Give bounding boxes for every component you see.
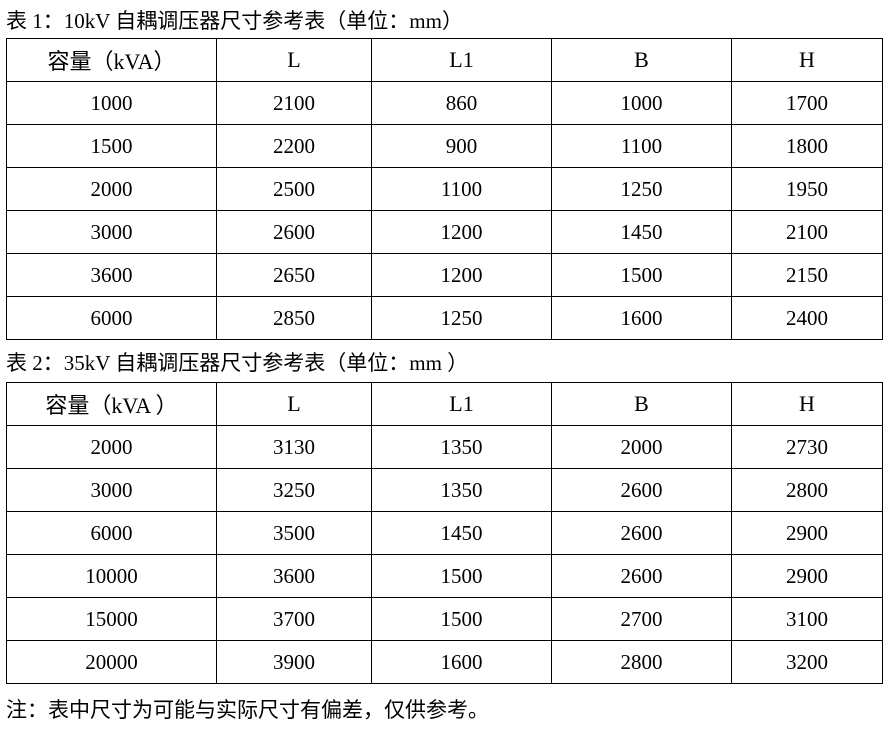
table-cell-l: 3500 [216, 511, 372, 555]
table-cell-capacity: 2000 [6, 425, 217, 469]
table-cell-h: 2900 [731, 554, 883, 598]
table-cell-l: 2850 [216, 296, 372, 340]
table-cell-capacity: 10000 [6, 554, 217, 598]
table-row: 2000 2500 1100 1250 1950 [6, 167, 883, 211]
table-cell-capacity: 1000 [6, 81, 217, 125]
table-2-caption: 表 2：35kV 自耦调压器尺寸参考表（单位：mm ） [6, 351, 469, 375]
table-1-header-l: L [216, 38, 372, 82]
table-cell-h: 1950 [731, 167, 883, 211]
table-cell-l: 3700 [216, 597, 372, 641]
table-cell-l: 2600 [216, 210, 372, 254]
table-cell-capacity: 3600 [6, 253, 217, 297]
table-cell-l1: 1350 [371, 468, 552, 512]
table-1-caption: 表 1：10kV 自耦调压器尺寸参考表（单位：mm） [6, 9, 463, 33]
table-footnote: 注：表中尺寸为可能与实际尺寸有偏差，仅供参考。 [6, 698, 489, 722]
table-cell-b: 2700 [551, 597, 732, 641]
table-cell-b: 1450 [551, 210, 732, 254]
table-cell-l1: 1500 [371, 597, 552, 641]
table-cell-l1: 1500 [371, 554, 552, 598]
table-cell-l: 2650 [216, 253, 372, 297]
table-cell-l1: 900 [371, 124, 552, 168]
table-row: 1500 2200 900 1100 1800 [6, 124, 883, 168]
table-2-body: 2000 3130 1350 2000 2730 3000 3250 1350 … [6, 425, 883, 684]
table-cell-b: 2600 [551, 468, 732, 512]
table-cell-h: 2150 [731, 253, 883, 297]
table-cell-b: 1500 [551, 253, 732, 297]
table-1-header: 容量（kVA） L L1 B H [6, 38, 883, 82]
table-cell-h: 2900 [731, 511, 883, 555]
table-cell-l: 2200 [216, 124, 372, 168]
table-row: 15000 3700 1500 2700 3100 [6, 597, 883, 641]
table-2-header-b: B [551, 382, 732, 426]
table-row: 1000 2100 860 1000 1700 [6, 81, 883, 125]
table-row: 3000 2600 1200 1450 2100 [6, 210, 883, 254]
table-cell-b: 1100 [551, 124, 732, 168]
table-cell-capacity: 15000 [6, 597, 217, 641]
table-1-dimensions: 容量（kVA） L L1 B H 1000 2100 860 1000 1700… [6, 38, 883, 340]
table-row: 6000 3500 1450 2600 2900 [6, 511, 883, 555]
table-cell-capacity: 2000 [6, 167, 217, 211]
table-cell-b: 2600 [551, 511, 732, 555]
table-cell-capacity: 20000 [6, 640, 217, 684]
table-2-header-l1: L1 [371, 382, 552, 426]
table-cell-capacity: 3000 [6, 468, 217, 512]
table-cell-l: 2100 [216, 81, 372, 125]
table-1-header-capacity: 容量（kVA） [6, 38, 217, 82]
table-cell-b: 1000 [551, 81, 732, 125]
table-header-row: 容量（kVA） L L1 B H [6, 38, 883, 82]
table-cell-l1: 1350 [371, 425, 552, 469]
table-2-header-l: L [216, 382, 372, 426]
table-2-header-h: H [731, 382, 883, 426]
table-row: 3600 2650 1200 1500 2150 [6, 253, 883, 297]
table-row: 20000 3900 1600 2800 3200 [6, 640, 883, 684]
table-cell-h: 2730 [731, 425, 883, 469]
table-cell-capacity: 6000 [6, 296, 217, 340]
table-1-header-b: B [551, 38, 732, 82]
table-cell-h: 1700 [731, 81, 883, 125]
table-cell-capacity: 3000 [6, 210, 217, 254]
table-cell-h: 2100 [731, 210, 883, 254]
table-1-header-l1: L1 [371, 38, 552, 82]
table-cell-b: 2800 [551, 640, 732, 684]
table-cell-h: 3100 [731, 597, 883, 641]
table-cell-l: 3250 [216, 468, 372, 512]
table-cell-l1: 1200 [371, 253, 552, 297]
table-2-header: 容量（kVA ） L L1 B H [6, 382, 883, 426]
table-cell-l1: 1200 [371, 210, 552, 254]
table-cell-h: 3200 [731, 640, 883, 684]
table-cell-b: 2600 [551, 554, 732, 598]
table-cell-l1: 1250 [371, 296, 552, 340]
table-cell-l: 3900 [216, 640, 372, 684]
table-cell-l: 2500 [216, 167, 372, 211]
table-2-header-capacity: 容量（kVA ） [6, 382, 217, 426]
table-row: 6000 2850 1250 1600 2400 [6, 296, 883, 340]
table-cell-capacity: 1500 [6, 124, 217, 168]
table-cell-h: 2800 [731, 468, 883, 512]
table-cell-b: 1250 [551, 167, 732, 211]
table-row: 2000 3130 1350 2000 2730 [6, 425, 883, 469]
table-cell-l1: 860 [371, 81, 552, 125]
table-row: 3000 3250 1350 2600 2800 [6, 468, 883, 512]
table-cell-l1: 1450 [371, 511, 552, 555]
table-1-header-h: H [731, 38, 883, 82]
table-cell-h: 2400 [731, 296, 883, 340]
table-cell-b: 1600 [551, 296, 732, 340]
table-cell-capacity: 6000 [6, 511, 217, 555]
table-row: 10000 3600 1500 2600 2900 [6, 554, 883, 598]
table-2-dimensions: 容量（kVA ） L L1 B H 2000 3130 1350 2000 27… [6, 382, 883, 684]
table-cell-b: 2000 [551, 425, 732, 469]
table-cell-l: 3130 [216, 425, 372, 469]
table-1-body: 1000 2100 860 1000 1700 1500 2200 900 11… [6, 81, 883, 340]
table-header-row: 容量（kVA ） L L1 B H [6, 382, 883, 426]
table-cell-h: 1800 [731, 124, 883, 168]
table-cell-l: 3600 [216, 554, 372, 598]
table-cell-l1: 1100 [371, 167, 552, 211]
table-cell-l1: 1600 [371, 640, 552, 684]
